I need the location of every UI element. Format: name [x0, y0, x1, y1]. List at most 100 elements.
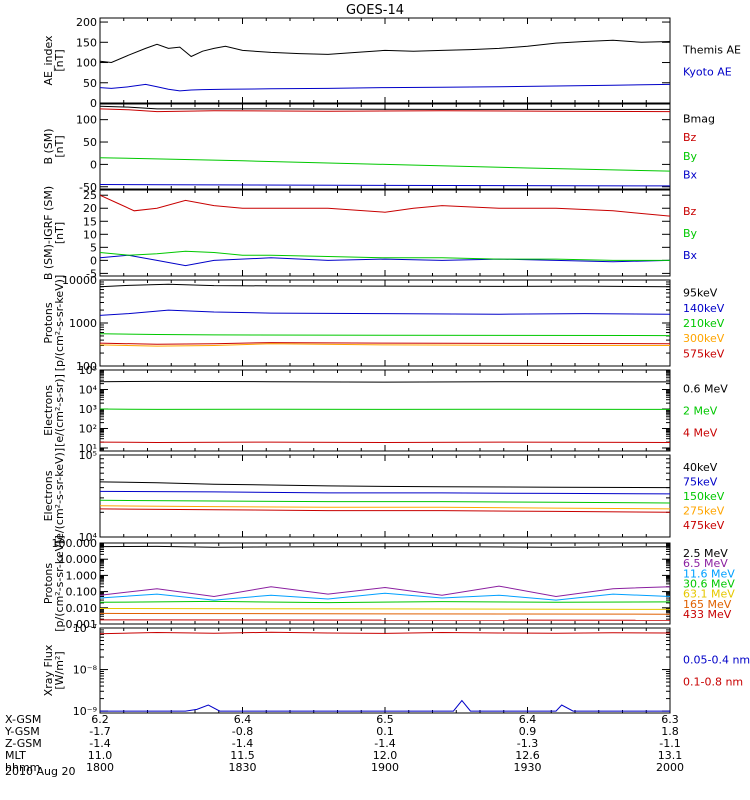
x-tick-label: 12.0	[373, 749, 398, 762]
x-row-label: X-GSM	[5, 713, 41, 726]
x-axis-ephemeris-table: X-GSM 6.2 6.4 6.5 6.4 6.3 Y-GSM -1.7 -0.8 0.1 0.9 1…	[4, 713, 684, 774]
legend-entry: 40keV	[683, 461, 718, 474]
x-tick-label: 11.0	[88, 749, 113, 762]
y-axis-label: B (SM)[nT]	[42, 128, 66, 164]
x-tick-label: -1.4	[89, 737, 110, 750]
y-tick-label: 10	[83, 228, 97, 241]
series-line-0-6-mev	[100, 380, 670, 383]
y-tick-label: 10000	[62, 274, 97, 287]
panel-frame	[99, 627, 671, 714]
legend-entry: 433 MeV	[683, 608, 732, 621]
x-tick-label: 6.4	[234, 713, 252, 726]
x-tick-label: -1.1	[659, 737, 680, 750]
y-tick-label: 10⁻⁹	[73, 705, 97, 718]
y-axis-label-line: Xray Flux	[42, 644, 55, 696]
panel-frame	[99, 103, 671, 190]
legend-entry: 2.5 MeV	[683, 547, 728, 560]
x-tick-label: 6.5	[376, 713, 394, 726]
legend-entry: 165 MeV	[683, 598, 732, 611]
legend-entry: 210keV	[683, 317, 725, 330]
y-tick-label: 50	[83, 136, 97, 149]
y-axis-label-line: Protons	[42, 302, 55, 343]
series-group	[100, 283, 670, 347]
legend-entry: Themis AE	[682, 44, 741, 57]
y-axis-label-line: Electrons	[42, 470, 55, 521]
legend-entry: 0.1-0.8 nm	[683, 676, 743, 689]
y-tick-label: 50	[83, 77, 97, 90]
legend-entry: 4 MeV	[683, 427, 718, 440]
x-row-label: Y-GSM	[4, 725, 40, 738]
x-tick-label: -1.4	[374, 737, 395, 750]
x-tick-label: 6.2	[91, 713, 109, 726]
y-axis-label: B (SM)-IGRF (SM)[nT]	[42, 186, 66, 280]
legend-entry: Bx	[683, 249, 698, 262]
legend-entry: Bmag	[683, 112, 715, 125]
y-tick-label: 0	[90, 158, 97, 171]
y-axis-label-line: [nT]	[53, 222, 66, 244]
x-tick-label: -1.7	[89, 725, 110, 738]
legend-entry: 575keV	[683, 347, 725, 360]
y-tick-label: 10⁵	[79, 364, 97, 377]
legend-entry: 0.05-0.4 nm	[683, 654, 750, 667]
legend-entry: 150keV	[683, 490, 725, 503]
x-tick-label: 1930	[514, 761, 542, 774]
legend-entry: 75keV	[683, 476, 718, 489]
x-tick-label: 0.1	[376, 725, 394, 738]
x-tick-label: 2000	[656, 761, 684, 774]
y-axis-label-line: Protons	[42, 563, 55, 604]
series-line-bz	[100, 194, 670, 217]
x-tick-label: 0.9	[519, 725, 537, 738]
figure-title: GOES-14	[346, 3, 404, 18]
series-group	[100, 631, 670, 712]
series-group	[100, 481, 670, 513]
panel-2: -50 0 50 100 B (SM)[nT] Bmag Bz By Bx	[42, 103, 715, 194]
y-tick-label: 20	[83, 202, 97, 215]
y-tick-label: 0	[90, 254, 97, 267]
series-line-bx	[100, 184, 670, 187]
y-tick-label: 5	[90, 241, 97, 254]
series-line-2-5-mev	[100, 545, 670, 548]
x-tick-label: 1830	[229, 761, 257, 774]
y-axis-label: Electrons[e/(cm²-s-sr-keV)]	[42, 448, 66, 544]
series-line-475kev	[100, 508, 670, 513]
y-tick-label: 0	[90, 97, 97, 110]
x-tick-label: 13.1	[658, 749, 683, 762]
series-line-11-6-mev	[100, 592, 670, 601]
legend-entry: 275keV	[683, 504, 725, 517]
y-tick-label: 25	[83, 189, 97, 202]
series-line-by	[100, 250, 670, 261]
y-axis-label: Xray Flux[W/m²]	[42, 644, 66, 696]
legend-entry: 30.6 MeV	[683, 578, 735, 591]
series-line-themis-ae	[100, 39, 670, 64]
legend-entry: By	[683, 150, 698, 163]
x-tick-label: 1900	[371, 761, 399, 774]
x-tick-label: 1.8	[661, 725, 679, 738]
y-axis-label-line: [nT]	[53, 135, 66, 157]
y-tick-label: 10⁴	[79, 531, 98, 544]
y-tick-label: 0.010	[66, 602, 98, 615]
legend-entry: Bx	[683, 169, 698, 182]
series-line-140kev	[100, 309, 670, 316]
y-tick-label: 10⁻⁷	[73, 622, 97, 635]
panel-5: 10¹ 10² 10³ 10⁴ 10⁵ Electrons[e/(cm²-s-sr)] 0.…	[42, 364, 728, 455]
y-axis-label-line: Electrons	[42, 385, 55, 436]
panel-1: 0 50 100 150 200 AE_index[nT] Themis AE Kyoto A…	[42, 16, 741, 110]
x-tick-label: -1.3	[517, 737, 538, 750]
legend-entry: Bz	[683, 131, 697, 144]
y-axis-label-line: AE_index	[42, 35, 55, 86]
series-line-0-05-0-4-nm	[100, 699, 670, 712]
series-line-kyoto-ae	[100, 83, 670, 92]
series-group	[100, 194, 670, 267]
legend-entry: 475keV	[683, 519, 725, 532]
y-tick-label: 10²	[79, 422, 97, 435]
legend-entry: 300keV	[683, 332, 725, 345]
y-axis-label-line: [p/(cm²-s-sr-keV)]	[53, 275, 66, 372]
date-label: 2010 Aug 20	[5, 765, 75, 778]
x-row-label: Z-GSM	[5, 737, 42, 750]
panel-frame	[99, 279, 671, 367]
y-tick-label: 150	[76, 36, 97, 49]
legend-entry: Bz	[683, 205, 697, 218]
legend-entry: 0.6 MeV	[683, 383, 728, 396]
y-axis-label: Protons[p/(cm²-s-sr-keV)]	[42, 535, 66, 632]
